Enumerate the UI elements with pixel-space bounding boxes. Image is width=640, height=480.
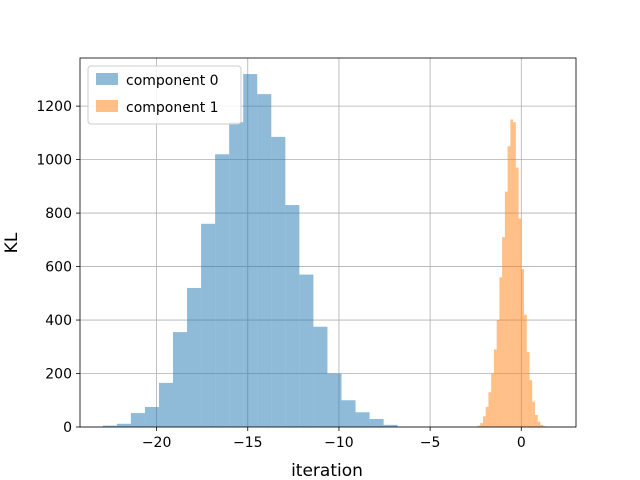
- histogram-bar: [116, 423, 131, 427]
- histogram-bar: [510, 119, 514, 427]
- legend-box: [87, 65, 242, 125]
- histogram-bar: [369, 418, 384, 427]
- histogram-bar: [285, 205, 300, 427]
- x-axis-ticks: −20 −15 −10 −5 0: [142, 427, 526, 451]
- y-tick-label: 800: [45, 206, 72, 222]
- histogram-bar: [327, 373, 342, 427]
- legend: component 0 component 1: [87, 65, 242, 125]
- series-1-bars: [477, 119, 549, 427]
- histogram-bar: [215, 154, 230, 427]
- histogram-bar: [496, 320, 500, 427]
- histogram-bar: [532, 401, 535, 427]
- histogram-bar: [383, 424, 398, 427]
- x-tick-label: 0: [517, 435, 526, 451]
- histogram-bar: [130, 413, 145, 427]
- y-tick-label: 1200: [36, 99, 72, 115]
- histogram-bar: [521, 269, 525, 427]
- histogram-bar: [524, 314, 527, 427]
- plot-frame: [79, 57, 577, 428]
- x-tick-label: −10: [324, 435, 354, 451]
- histogram-bar: [518, 218, 522, 427]
- histogram-bar: [529, 380, 533, 427]
- legend-swatch-component-1: [96, 100, 118, 112]
- legend-label-component-0: component 0: [126, 73, 219, 89]
- histogram-bar: [313, 326, 328, 427]
- legend-label-component-1: component 1: [126, 100, 219, 116]
- x-axis-label: iteration: [291, 461, 363, 480]
- histogram-bar: [355, 412, 370, 427]
- histogram-bar: [540, 424, 544, 427]
- x-tick-label: −15: [233, 435, 263, 451]
- y-tick-label: 200: [45, 367, 72, 383]
- histogram-bars: [102, 74, 549, 427]
- histogram-bar: [488, 392, 492, 427]
- histogram-bar: [173, 332, 188, 427]
- histogram-bar: [504, 191, 508, 427]
- histogram-bar: [502, 237, 505, 427]
- legend-swatch-component-0: [96, 73, 118, 85]
- y-tick-label: 600: [45, 260, 72, 276]
- y-axis-label: KL: [2, 232, 22, 253]
- y-tick-label: 0: [63, 420, 72, 436]
- histogram-bar: [493, 349, 497, 427]
- x-tick-label: −5: [420, 435, 441, 451]
- histogram-bar: [257, 94, 272, 427]
- histogram-bar: [485, 406, 489, 427]
- histogram-bar: [507, 146, 511, 427]
- histogram-bar: [526, 352, 530, 427]
- histogram-bar: [537, 421, 541, 427]
- x-tick-label: −20: [142, 435, 172, 451]
- histogram-bar: [102, 425, 117, 427]
- histogram-bar: [491, 373, 494, 427]
- histogram-bar: [543, 426, 546, 427]
- histogram-bar: [499, 277, 503, 427]
- series-0-bars: [102, 74, 398, 427]
- y-axis-ticks: 0 200 400 600 800 1000 1200: [36, 99, 80, 436]
- histogram-bar: [483, 416, 486, 427]
- histogram-bar: [201, 223, 216, 427]
- histogram-bar: [341, 400, 356, 427]
- histogram-bar: [158, 382, 173, 427]
- y-tick-label: 400: [45, 313, 72, 329]
- histogram-bar: [144, 406, 159, 427]
- histogram-bar: [477, 425, 481, 427]
- histogram-bar: [271, 136, 286, 427]
- histogram-bar: [229, 122, 244, 427]
- histogram-bar: [515, 167, 519, 427]
- y-tick-label: 1000: [36, 153, 72, 169]
- histogram-bar: [187, 287, 202, 427]
- histogram-bar: [513, 122, 516, 427]
- histogram-bar: [243, 74, 258, 427]
- histogram-bar: [534, 414, 538, 427]
- histogram-bar: [480, 422, 483, 427]
- histogram-bar: [299, 274, 314, 427]
